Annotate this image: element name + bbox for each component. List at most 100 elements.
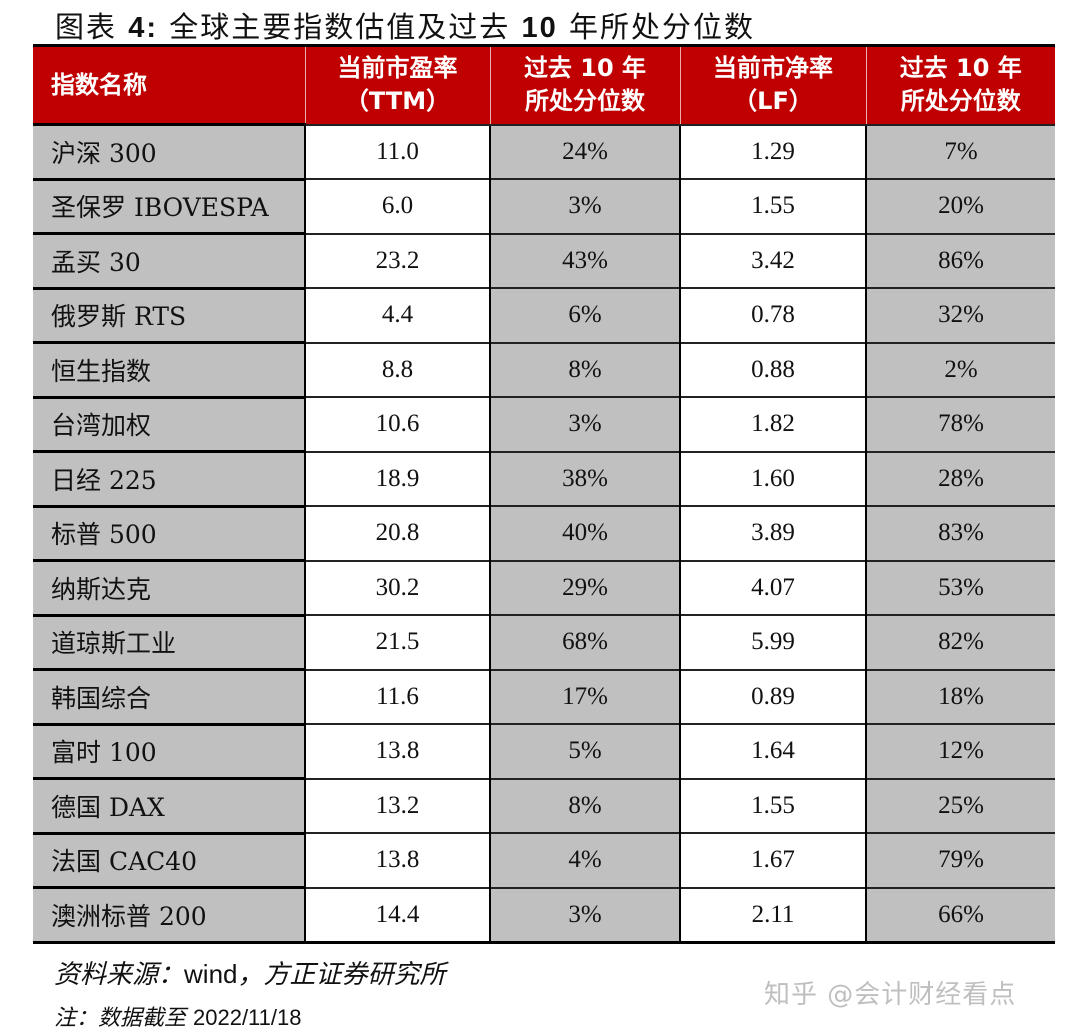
pb-percentile-cell: 66% [865, 886, 1055, 942]
figure-title-prefix: 图表 [55, 10, 118, 44]
index-name-cell: 日经 225 [33, 450, 305, 506]
pb-percentile-cell: 2% [865, 341, 1055, 397]
figure-title: 图表 4: 全球主要指数估值及过去 10 年所处分位数 [55, 4, 755, 46]
pb-percentile-cell: 25% [865, 777, 1055, 833]
pb-lf-cell: 0.89 [679, 668, 866, 724]
pe-ttm-cell: 13.8 [304, 832, 490, 888]
table-row: 俄罗斯 RTS 4.4 6% 0.78 32% [33, 286, 1055, 343]
pb-percentile-cell: 78% [865, 396, 1055, 452]
pe-percentile-cell: 29% [489, 559, 680, 615]
figure-number: 4: [128, 12, 159, 44]
table-row: 标普 500 20.8 40% 3.89 83% [33, 504, 1055, 561]
valuation-table: 指数名称 当前市盈率 （TTM） 过去 10 年所处分位数 当前市净率 （LF） 过… [33, 44, 1055, 944]
pb-percentile-cell: 7% [865, 123, 1055, 179]
index-name-cell: 纳斯达克 [33, 559, 305, 615]
watermark: 知乎 @会计财经看点 [764, 980, 1017, 1010]
table-row: 法国 CAC40 13.8 4% 1.67 79% [33, 831, 1055, 888]
pe-ttm-cell: 21.5 [304, 614, 490, 670]
pe-ttm-cell: 13.8 [304, 723, 490, 779]
pb-lf-cell: 0.78 [679, 287, 866, 343]
pe-percentile-cell: 38% [489, 450, 680, 506]
pe-percentile-cell: 24% [489, 123, 680, 179]
index-name-cell: 标普 500 [33, 504, 305, 561]
pe-ttm-cell: 14.4 [304, 886, 490, 942]
pb-percentile-cell: 83% [865, 505, 1055, 561]
table-row: 韩国综合 11.6 17% 0.89 18% [33, 668, 1055, 724]
pb-percentile-cell: 32% [865, 287, 1055, 343]
pe-ttm-cell: 10.6 [304, 396, 490, 452]
header-pb-percentile: 过去 10 年所处分位数 [865, 45, 1055, 125]
index-name-cell: 台湾加权 [33, 395, 305, 452]
pe-ttm-cell: 20.8 [304, 505, 490, 561]
pe-percentile-cell: 8% [489, 341, 680, 397]
pb-lf-cell: 1.60 [679, 450, 866, 506]
index-name-cell: 富时 100 [33, 722, 305, 779]
pb-percentile-cell: 82% [865, 614, 1055, 670]
pb-lf-cell: 5.99 [679, 614, 866, 670]
index-name-cell: 孟买 30 [33, 232, 305, 288]
pe-ttm-cell: 18.9 [304, 450, 490, 506]
pb-lf-cell: 3.42 [679, 232, 866, 288]
pe-percentile-cell: 3% [489, 396, 680, 452]
pb-percentile-cell: 53% [865, 559, 1055, 615]
pb-lf-cell: 2.11 [679, 886, 866, 942]
pb-lf-cell: 1.29 [679, 123, 866, 179]
index-name-cell: 韩国综合 [33, 668, 305, 724]
index-name-cell: 法国 CAC40 [33, 831, 305, 888]
figure-title-suffix: 年所处分位数 [568, 10, 755, 44]
pb-lf-cell: 1.82 [679, 396, 866, 452]
index-name-cell: 圣保罗 IBOVESPA [33, 177, 305, 234]
pb-percentile-cell: 28% [865, 450, 1055, 506]
pb-percentile-cell: 20% [865, 178, 1055, 234]
pb-lf-cell: 1.55 [679, 178, 866, 234]
header-pb-lf: 当前市净率 （LF） [679, 45, 866, 125]
table-row: 富时 100 13.8 5% 1.64 12% [33, 722, 1055, 779]
pe-percentile-cell: 4% [489, 832, 680, 888]
pe-percentile-cell: 43% [489, 232, 680, 288]
pe-percentile-cell: 17% [489, 668, 680, 724]
table-row: 日经 225 18.9 38% 1.60 28% [33, 450, 1055, 506]
pe-ttm-cell: 30.2 [304, 559, 490, 615]
pb-lf-cell: 1.55 [679, 777, 866, 833]
table-row: 圣保罗 IBOVESPA 6.0 3% 1.55 20% [33, 177, 1055, 234]
index-name-cell: 德国 DAX [33, 777, 305, 833]
table-row: 台湾加权 10.6 3% 1.82 78% [33, 395, 1055, 452]
table-row: 澳洲标普 200 14.4 3% 2.11 66% [33, 886, 1055, 942]
table-row: 道琼斯工业 21.5 68% 5.99 82% [33, 613, 1055, 670]
index-name-cell: 澳洲标普 200 [33, 886, 305, 942]
pb-lf-cell: 4.07 [679, 559, 866, 615]
pe-ttm-cell: 13.2 [304, 777, 490, 833]
pb-percentile-cell: 18% [865, 668, 1055, 724]
header-index-name: 指数名称 [33, 45, 305, 125]
pe-ttm-cell: 4.4 [304, 287, 490, 343]
pb-percentile-cell: 12% [865, 723, 1055, 779]
index-name-cell: 俄罗斯 RTS [33, 286, 305, 343]
index-name-cell: 道琼斯工业 [33, 613, 305, 670]
pe-percentile-cell: 68% [489, 614, 680, 670]
pe-percentile-cell: 5% [489, 723, 680, 779]
date-note: 注：数据截至 2022/11/18 [54, 1005, 302, 1031]
pe-percentile-cell: 3% [489, 178, 680, 234]
figure-title-years: 10 [521, 12, 558, 44]
figure-title-text: 全球主要指数估值及过去 [169, 10, 511, 44]
pb-lf-cell: 1.64 [679, 723, 866, 779]
pe-percentile-cell: 8% [489, 777, 680, 833]
pe-ttm-cell: 11.0 [304, 123, 490, 179]
table-row: 纳斯达克 30.2 29% 4.07 53% [33, 559, 1055, 615]
header-pe-percentile: 过去 10 年所处分位数 [489, 45, 680, 125]
table-row: 恒生指数 8.8 8% 0.88 2% [33, 341, 1055, 397]
pe-ttm-cell: 6.0 [304, 178, 490, 234]
index-name-cell: 恒生指数 [33, 341, 305, 397]
pb-lf-cell: 1.67 [679, 832, 866, 888]
pb-lf-cell: 0.88 [679, 341, 866, 397]
pb-lf-cell: 3.89 [679, 505, 866, 561]
pb-percentile-cell: 79% [865, 832, 1055, 888]
pe-percentile-cell: 3% [489, 886, 680, 942]
pe-ttm-cell: 8.8 [304, 341, 490, 397]
pe-percentile-cell: 40% [489, 505, 680, 561]
table-row: 孟买 30 23.2 43% 3.42 86% [33, 232, 1055, 288]
header-row: 指数名称 当前市盈率 （TTM） 过去 10 年所处分位数 当前市净率 （LF） 过… [33, 45, 1055, 125]
table-row: 德国 DAX 13.2 8% 1.55 25% [33, 777, 1055, 833]
table-row: 沪深 300 11.0 24% 1.29 7% [33, 123, 1055, 179]
header-pe-ttm: 当前市盈率 （TTM） [304, 45, 490, 125]
